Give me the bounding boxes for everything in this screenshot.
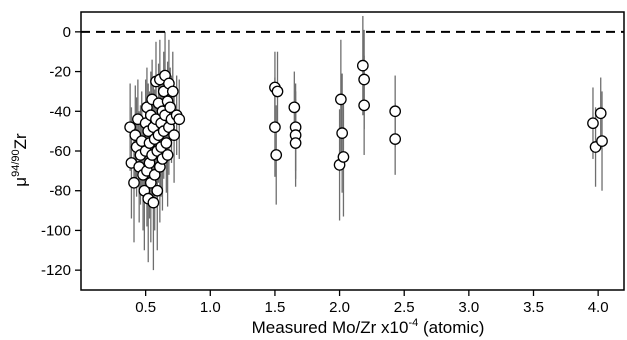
x-tick-label: 1.0 <box>200 299 221 316</box>
data-point <box>164 101 177 114</box>
y-axis-ticks: 0 -20 -40 -60 -80 -100 -120 <box>41 24 81 279</box>
data-point <box>594 107 607 120</box>
data-point <box>356 59 369 72</box>
x-axis-title-exponent: -4 <box>408 317 418 329</box>
x-axis-title: Measured Mo/Zr x10-4 (atomic) <box>252 317 485 337</box>
y-tick-label: -120 <box>41 262 71 279</box>
data-point <box>166 85 179 98</box>
data-point <box>587 117 599 130</box>
x-tick-label: 4.0 <box>588 299 609 316</box>
x-tick-label: 0.5 <box>135 299 156 316</box>
data-point <box>148 168 161 181</box>
data-point <box>147 196 160 209</box>
data-point <box>389 133 402 145</box>
data-point <box>358 99 370 112</box>
y-tick-label: -60 <box>49 143 71 160</box>
data-point <box>596 135 608 147</box>
data-point <box>160 137 173 149</box>
y-tick-label: 0 <box>63 24 71 41</box>
data-point <box>270 149 283 161</box>
data-point <box>269 121 281 134</box>
data-points-group <box>124 59 608 209</box>
y-axis-title-superscript: 94/90 <box>10 149 22 177</box>
y-tick-label: -80 <box>49 183 71 200</box>
data-point <box>151 184 164 197</box>
x-axis-ticks: 0.5 1.0 1.5 2.0 2.5 3.0 3.5 4.0 <box>135 290 609 316</box>
data-point <box>128 176 140 189</box>
data-point <box>358 73 370 86</box>
x-tick-label: 3.0 <box>458 299 479 316</box>
data-point <box>389 105 402 118</box>
data-point <box>336 127 349 139</box>
data-point <box>173 113 186 126</box>
data-point <box>271 85 284 98</box>
y-tick-label: -100 <box>41 222 71 239</box>
y-axis-title: μ94/90Zr <box>10 133 30 187</box>
data-point <box>337 151 350 163</box>
y-tick-label: -20 <box>49 64 71 81</box>
error-bars-group <box>129 15 603 271</box>
x-tick-label: 1.5 <box>264 299 285 316</box>
x-tick-label: 3.5 <box>523 299 544 316</box>
x-tick-label: 2.0 <box>329 299 350 316</box>
y-tick-label: -40 <box>49 103 71 120</box>
data-point <box>161 149 174 161</box>
data-point <box>289 137 302 149</box>
x-tick-label: 2.5 <box>394 299 415 316</box>
data-point <box>288 101 301 114</box>
data-point <box>335 93 347 106</box>
data-point <box>124 121 136 134</box>
data-point <box>168 129 180 141</box>
